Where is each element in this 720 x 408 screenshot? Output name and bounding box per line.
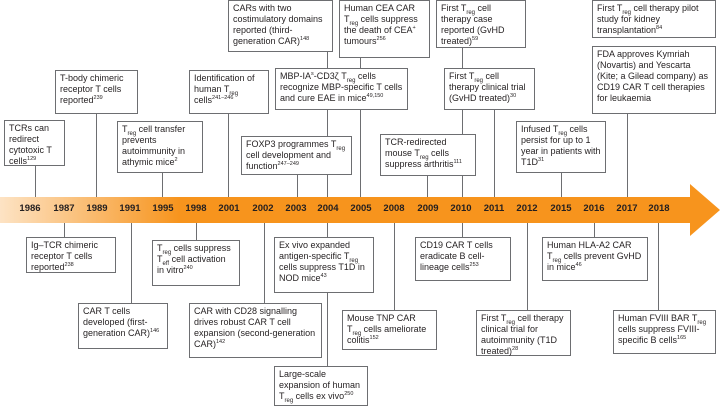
connector-2008 [394,223,395,310]
year-label-2009: 2009 [417,203,439,214]
connector-2004-bottom [327,223,328,366]
connector-2018 [658,223,659,310]
connector-2004-top [327,52,328,197]
connector-2010-bottom [462,223,463,237]
year-label-2012: 2012 [516,203,538,214]
event-1998: Treg cells suppress Teff cell activation… [152,240,240,286]
event-1989: T-body chimeric receptor T cells reporte… [55,70,138,114]
year-label-2001: 2001 [218,203,240,214]
event-2011: First Treg cell therapy clinical trial (… [444,68,535,110]
connector-2002 [264,223,265,303]
year-label-2011: 2011 [483,203,505,214]
year-label-1991: 1991 [119,203,141,214]
connector-2015 [561,173,562,197]
event-2017-pilot: First Treg cell therapy pilot study for … [592,0,716,38]
event-2004-mbp: MBP-IAs-CD3ζ Treg cells recognize MBP-sp… [275,68,408,110]
event-2016: Human HLA-A2 CAR Treg cells prevent GvHD… [542,237,648,281]
event-1986: TCRs can redirect cytotoxic T cells129 [4,120,65,166]
year-label-1995: 1995 [152,203,174,214]
connector-2011 [494,110,495,197]
year-label-2015: 2015 [550,203,572,214]
event-2004-large-scale: Large-scale expansion of human Treg cell… [274,366,368,406]
event-2015: Infused Treg cells persist for up to 1 y… [516,121,606,173]
event-2017-fda: FDA approves Kymriah (Novartis) and Yesc… [592,46,716,114]
event-2004-third-gen: CARs with two costimulatory domains repo… [228,0,333,52]
year-label-2018: 2018 [648,203,670,214]
year-label-2008: 2008 [383,203,405,214]
year-label-2017: 2017 [616,203,638,214]
year-label-2004: 2004 [317,203,339,214]
connector-2001 [228,114,229,197]
connector-1986 [35,166,36,197]
connector-1987 [64,223,65,237]
connector-1998 [196,223,197,240]
connector-2005 [360,58,361,197]
connector-1989 [96,114,97,197]
event-1995: Treg cell transfer prevents autoimmunity… [117,121,203,173]
year-label-2016: 2016 [583,203,605,214]
event-2010-cd19: CD19 CAR T cells eradicate B cell-lineag… [415,237,511,281]
year-label-2005: 2005 [350,203,372,214]
event-2018: Human FVIII BAR Treg cells suppress FVII… [613,310,716,354]
year-label-1987: 1987 [53,203,75,214]
connector-2012 [527,223,528,310]
year-label-1989: 1989 [86,203,108,214]
event-2010-case: First Treg cell therapy case reported (G… [436,0,526,48]
connector-1991 [131,223,132,303]
connector-1995 [162,173,163,197]
year-label-1986: 1986 [19,203,41,214]
year-label-2010: 2010 [450,203,472,214]
connector-2003 [297,175,298,197]
connector-2017 [627,114,628,197]
event-2008: Mouse TNP CAR Treg cells ameliorate coli… [342,310,437,350]
event-2002: CAR with CD28 signalling drives robust C… [189,303,322,358]
year-label-2002: 2002 [252,203,274,214]
event-2001: Identification of human Treg cells241–24… [189,70,269,114]
event-2005: Human CEA CAR Treg cells suppress the de… [339,0,430,58]
event-2003: FOXP3 programmes Treg cell development a… [241,136,352,175]
event-2004-ex-vivo: Ex vivo expanded antigen-specific Treg c… [274,237,374,293]
connector-2010-top [462,48,463,197]
connector-2016 [594,223,595,237]
year-label-1998: 1998 [185,203,207,214]
year-label-2003: 2003 [285,203,307,214]
event-2009: TCR-redirected mouse Treg cells suppress… [380,134,476,176]
connector-2009 [427,176,428,197]
event-1987: Ig–TCR chimeric receptor T cells reporte… [26,237,116,273]
event-2012: First Treg cell therapy clinical trial f… [476,310,571,356]
event-1991: CAR T cells developed (first-generation … [78,303,168,349]
